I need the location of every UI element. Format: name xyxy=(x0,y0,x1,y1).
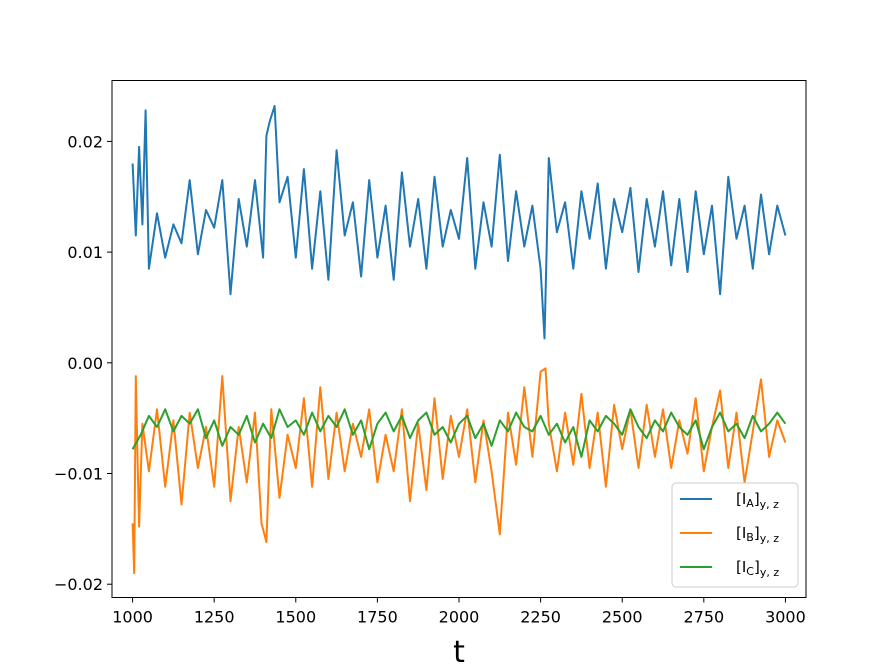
y-tick-label: −0.01 xyxy=(54,465,103,484)
y-tick-label: 0.01 xyxy=(67,243,103,262)
x-tick-label: 1250 xyxy=(194,608,235,627)
x-axis: 1000 1250 1500 1750 2000 2250 2500 2750 3000 xyxy=(112,597,806,627)
x-tick-label: 1750 xyxy=(357,608,398,627)
series-layer xyxy=(131,105,787,575)
series-line-b xyxy=(131,367,787,575)
x-tick-label: 1000 xyxy=(112,608,153,627)
series-line-c xyxy=(131,408,787,458)
y-tick-label: −0.02 xyxy=(54,575,103,594)
legend-label-b: [IB]y, z xyxy=(736,524,779,545)
legend-box xyxy=(671,482,799,588)
x-tick-label: 3000 xyxy=(765,608,806,627)
x-tick-label: 1500 xyxy=(275,608,316,627)
legend-entries: [IA]y, z [IB]y, z [IC]y, z xyxy=(680,490,779,579)
series-line-a xyxy=(131,105,787,340)
legend: [IA]y, z [IB]y, z [IC]y, z xyxy=(671,482,799,588)
x-tick-label: 2250 xyxy=(520,608,561,627)
x-tick-label: 2750 xyxy=(683,608,724,627)
legend-label-c: [IC]y, z xyxy=(736,558,779,579)
x-axis-title: t xyxy=(453,635,465,670)
x-tick-label: 2500 xyxy=(602,608,643,627)
y-tick-label: 0.00 xyxy=(67,354,103,373)
y-axis: −0.02 −0.01 0.00 0.01 0.02 xyxy=(54,132,112,594)
x-tick-label: 2000 xyxy=(439,608,480,627)
y-tick-label: 0.02 xyxy=(67,132,103,151)
legend-label-a: [IA]y, z xyxy=(736,490,779,511)
